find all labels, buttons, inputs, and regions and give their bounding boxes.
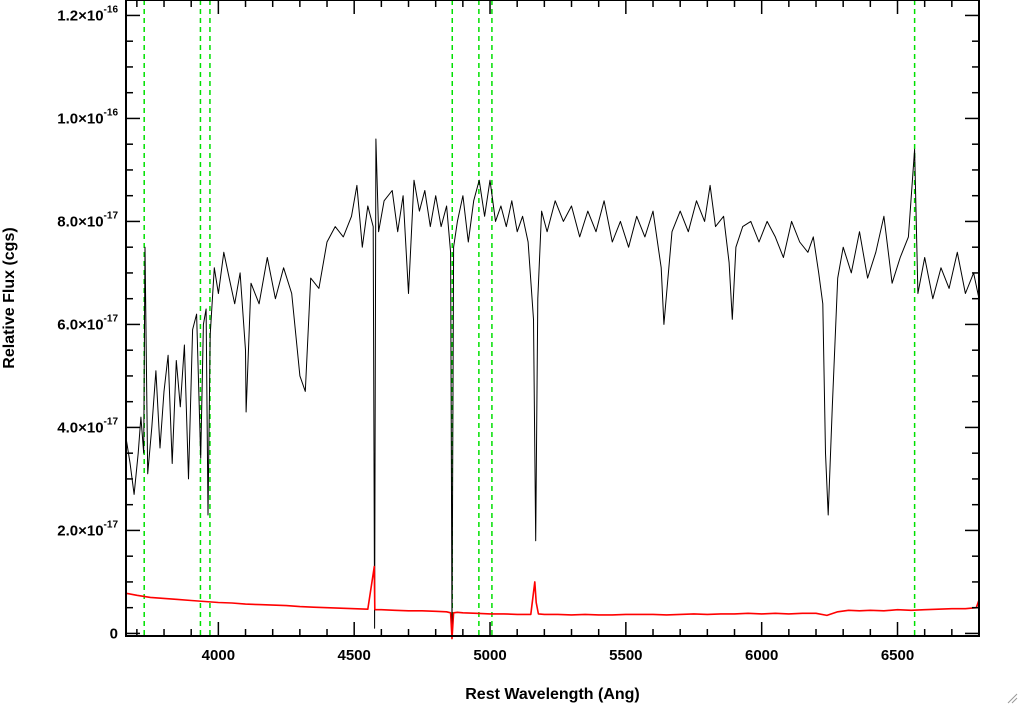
x-tick-label: 4000 xyxy=(202,647,235,664)
spectrum-error-line xyxy=(125,565,980,640)
spectrum-flux-line xyxy=(125,138,980,634)
y-tick-label: 1.0×10-16 xyxy=(57,107,118,127)
x-tick-label: 4500 xyxy=(338,647,371,664)
y-tick-label: 6.0×10-17 xyxy=(57,313,118,333)
x-tick-label: 6500 xyxy=(881,647,914,664)
series-layer xyxy=(125,138,980,640)
y-axis-title: Relative Flux (cgs) xyxy=(1,227,18,368)
x-tick-labels: 4000 4500 5000 5500 6000 6500 xyxy=(202,647,915,664)
y-tick-label: 0 xyxy=(110,625,118,642)
y-tick-labels: 0 2.0×10-17 4.0×10-17 6.0×10-17 8.0×10-17 1.0… xyxy=(57,4,118,642)
axis-ticks xyxy=(126,0,980,636)
y-tick-label: 8.0×10-17 xyxy=(57,210,118,230)
y-tick-label: 1.2×10-16 xyxy=(57,4,118,24)
plot-frame xyxy=(125,0,980,637)
x-axis-title: Rest Wavelength (Ang) xyxy=(465,686,640,703)
x-tick-label: 5500 xyxy=(609,647,642,664)
x-tick-label: 6000 xyxy=(745,647,778,664)
x-tick-label: 5000 xyxy=(473,647,506,664)
y-tick-label: 4.0×10-17 xyxy=(57,416,118,436)
y-tick-label: 2.0×10-17 xyxy=(57,519,118,539)
resize-grip-icon[interactable] xyxy=(1006,692,1018,704)
